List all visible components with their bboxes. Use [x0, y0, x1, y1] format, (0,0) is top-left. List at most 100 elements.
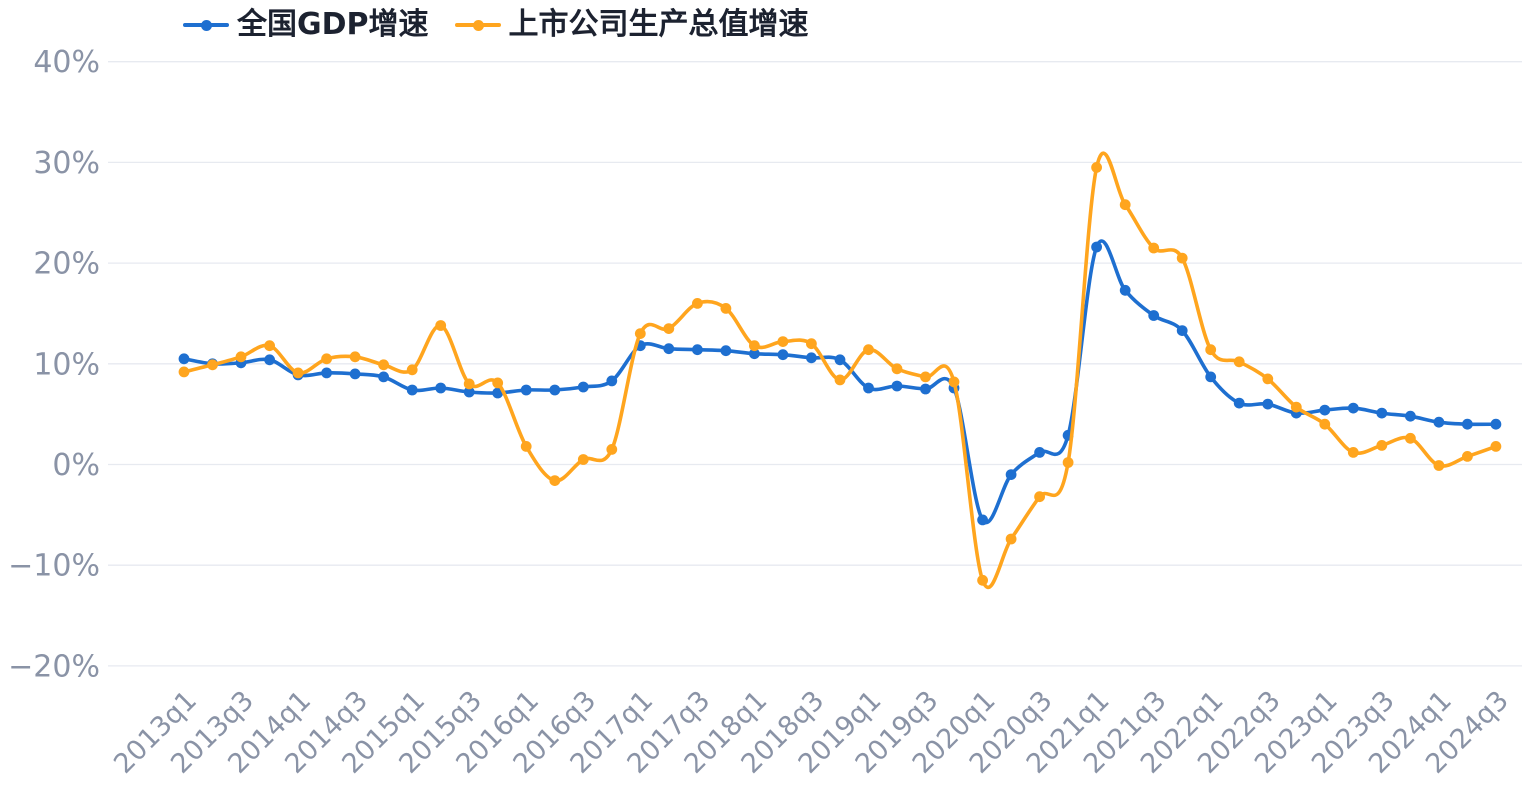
- legend-label-listed-companies: 上市公司生产总值增速: [508, 7, 809, 42]
- data-point: [349, 368, 361, 380]
- data-point: [1119, 284, 1131, 296]
- data-point: [920, 383, 931, 395]
- data-point: [692, 344, 703, 356]
- data-point: [806, 338, 817, 350]
- data-point: [1176, 325, 1188, 336]
- legend-item-gdp: 全国GDP增速: [183, 8, 429, 41]
- y-tick-label: 0%: [52, 448, 100, 483]
- legend-label-gdp: 全国GDP增速: [237, 7, 429, 42]
- data-point: [606, 444, 618, 455]
- data-point: [378, 359, 389, 371]
- data-point: [977, 514, 988, 526]
- data-point: [463, 378, 475, 390]
- data-point: [549, 384, 561, 396]
- data-point: [634, 328, 646, 339]
- y-tick-label: −10%: [8, 549, 100, 584]
- data-point: [406, 364, 418, 376]
- data-point: [749, 340, 760, 352]
- data-point: [235, 351, 247, 363]
- data-point: [492, 377, 504, 389]
- data-point: [720, 303, 732, 314]
- data-point: [435, 320, 447, 331]
- data-point: [1490, 441, 1502, 452]
- data-point: [1091, 241, 1102, 253]
- data-point: [321, 367, 332, 379]
- y-tick-label: −20%: [8, 649, 100, 684]
- data-point: [1433, 416, 1445, 428]
- data-point: [264, 340, 275, 352]
- data-point: [1376, 440, 1388, 451]
- data-point: [692, 298, 703, 309]
- series-dots-0: [178, 241, 1502, 526]
- data-point: [349, 351, 361, 363]
- data-point: [806, 352, 817, 364]
- data-point: [948, 376, 960, 388]
- data-point: [1148, 242, 1160, 254]
- data-point: [977, 574, 988, 586]
- data-point: [1233, 356, 1245, 368]
- gdp-series-marker-icon: [183, 19, 229, 31]
- data-point: [1319, 418, 1331, 430]
- data-point: [378, 371, 389, 383]
- data-point: [1205, 344, 1217, 356]
- data-point: [1034, 447, 1045, 458]
- data-point: [1490, 418, 1502, 430]
- data-point: [1091, 162, 1102, 173]
- data-point: [178, 353, 190, 365]
- data-point: [1433, 460, 1445, 471]
- legend-item-listed-companies: 上市公司生产总值增速: [454, 7, 809, 42]
- data-point: [1262, 373, 1274, 385]
- data-point: [549, 475, 561, 486]
- data-point: [1005, 469, 1017, 480]
- gridlines: [108, 61, 1522, 667]
- data-point: [863, 382, 874, 394]
- data-point: [1233, 397, 1245, 409]
- data-point: [606, 375, 618, 387]
- data-point: [1062, 457, 1074, 468]
- data-point: [749, 348, 760, 360]
- data-point: [207, 359, 218, 371]
- data-point: [577, 381, 589, 393]
- data-point: [891, 380, 903, 392]
- data-point: [1376, 407, 1388, 419]
- series-dots-1: [178, 162, 1502, 586]
- y-tick-label: 40%: [33, 45, 100, 80]
- data-point: [520, 441, 532, 452]
- data-point: [1176, 252, 1188, 264]
- data-point: [663, 323, 675, 334]
- data-point: [1405, 432, 1416, 444]
- data-point: [435, 382, 447, 394]
- data-point: [1148, 310, 1160, 321]
- data-point: [1119, 199, 1131, 211]
- data-point: [178, 366, 190, 378]
- data-point: [406, 384, 418, 396]
- data-point: [1319, 404, 1331, 416]
- data-point: [891, 363, 903, 375]
- data-point: [720, 345, 732, 357]
- data-point: [1005, 533, 1017, 545]
- x-axis-tick-labels: 2013q12013q32014q12014q32015q12015q32016…: [108, 685, 1515, 780]
- y-tick-label: 30%: [33, 146, 100, 181]
- y-axis-tick-labels: 40% 30% 20% 10% 0% −10% −20%: [8, 45, 100, 684]
- data-point: [1205, 371, 1217, 383]
- data-point: [863, 344, 874, 356]
- data-point: [1347, 447, 1359, 458]
- data-point: [1034, 491, 1045, 503]
- data-point: [777, 349, 789, 361]
- data-point: [1462, 418, 1473, 430]
- data-point: [520, 384, 532, 396]
- legend: 全国GDP增速 上市公司生产总值增速: [183, 8, 809, 41]
- y-tick-label: 10%: [33, 347, 100, 382]
- data-point: [1462, 451, 1473, 462]
- data-point: [920, 371, 931, 383]
- series-line-1: [182, 151, 1498, 590]
- data-point: [663, 343, 675, 355]
- data-point: [1262, 398, 1274, 410]
- data-point: [463, 386, 475, 398]
- data-point: [1347, 402, 1359, 414]
- y-tick-label: 20%: [33, 247, 100, 282]
- data-point: [834, 374, 846, 386]
- data-point: [834, 354, 846, 366]
